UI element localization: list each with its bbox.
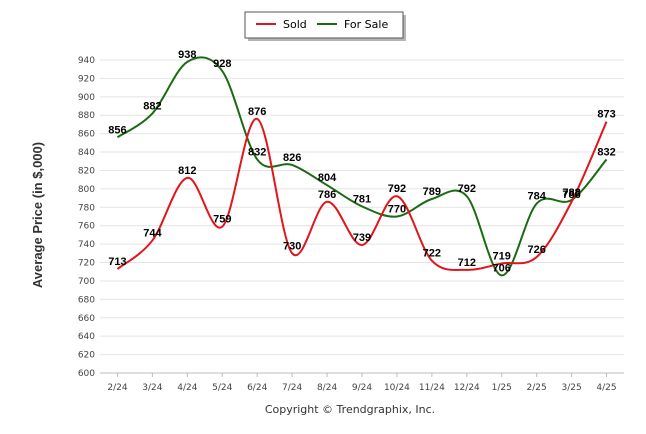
- data-label-for-sale: 826: [283, 152, 301, 164]
- x-tick-label: 1/25: [492, 383, 512, 393]
- data-label-sold: 792: [388, 183, 406, 195]
- data-label-sold: 786: [318, 189, 336, 201]
- data-label-sold: 812: [178, 165, 196, 177]
- x-tick-label: 9/24: [352, 383, 372, 393]
- y-axis-label: Average Price (in $,000): [30, 142, 45, 288]
- legend-label-sold: Sold: [283, 18, 307, 31]
- data-label-sold: 712: [458, 257, 476, 269]
- x-tick-label: 3/24: [142, 383, 162, 393]
- data-label-sold: 719: [493, 250, 511, 262]
- data-label-for-sale: 788: [562, 187, 580, 199]
- y-tick-label: 720: [78, 259, 95, 269]
- y-tick-label: 680: [78, 295, 95, 305]
- y-tick-label: 880: [78, 111, 95, 121]
- data-label-for-sale: 781: [353, 193, 371, 205]
- data-label-sold: 713: [108, 256, 126, 268]
- series-line-for-sale: [116, 56, 608, 277]
- data-label-for-sale: 882: [143, 100, 161, 112]
- data-label-for-sale: 804: [318, 172, 337, 184]
- data-label-sold: 739: [353, 232, 371, 244]
- data-label-for-sale: 928: [213, 58, 231, 70]
- x-tick-label: 4/25: [596, 383, 616, 393]
- data-label-for-sale: 832: [597, 146, 615, 158]
- y-tick-label: 640: [78, 332, 95, 342]
- copyright-text: Copyright © Trendgraphix, Inc.: [265, 403, 435, 416]
- data-label-for-sale: 770: [388, 204, 406, 216]
- data-label-for-sale: 792: [458, 183, 476, 195]
- x-tick-label: 5/24: [212, 383, 232, 393]
- data-labels: 713 744 812 759 876 730 786 739 792 722 712 719 726 7…: [108, 49, 615, 275]
- y-tick-label: 600: [78, 369, 95, 379]
- y-tick-label: 700: [78, 277, 95, 287]
- y-tick-label: 860: [78, 130, 95, 140]
- data-label-for-sale: 706: [493, 262, 511, 274]
- data-label-sold: 876: [248, 106, 266, 118]
- x-tick-label: 2/24: [107, 383, 127, 393]
- data-label-for-sale: 784: [527, 191, 546, 203]
- x-tick-label: 3/25: [561, 383, 581, 393]
- y-tick-label: 620: [78, 351, 95, 361]
- y-tick-label: 740: [78, 240, 95, 250]
- data-label-sold: 726: [527, 244, 545, 256]
- legend-label-for-sale: For Sale: [344, 18, 388, 31]
- x-tick-label: 4/24: [177, 383, 197, 393]
- data-label-sold: 759: [213, 214, 231, 226]
- series-lines: [116, 56, 608, 277]
- y-tick-label: 780: [78, 203, 95, 213]
- legend: Sold For Sale: [244, 11, 406, 41]
- data-label-for-sale: 856: [108, 124, 126, 136]
- y-axis-ticks: 600 620 640 660 680 700 720 740 760 780 800 820 840 8…: [78, 56, 95, 379]
- x-tick-label: 6/24: [247, 383, 267, 393]
- data-label-sold: 786: [562, 189, 580, 201]
- y-tick-label: 900: [78, 93, 95, 103]
- x-tick-label: 7/24: [282, 383, 302, 393]
- x-tick-label: 12/24: [454, 383, 480, 393]
- y-tick-label: 940: [78, 56, 95, 66]
- gridlines: [100, 59, 624, 356]
- x-axis-ticks: 2/24 3/24 4/24 5/24 6/24 7/24 8/24 9/24 10/24 11/…: [107, 373, 617, 393]
- y-tick-label: 660: [78, 314, 95, 324]
- x-tick-label: 11/24: [419, 383, 445, 393]
- series-line-sold: [116, 117, 608, 272]
- y-tick-label: 920: [78, 74, 95, 84]
- data-label-sold: 873: [597, 109, 615, 121]
- data-label-sold: 744: [143, 227, 162, 239]
- x-tick-label: 2/25: [527, 383, 547, 393]
- data-label-for-sale: 789: [423, 186, 441, 198]
- data-label-for-sale: 938: [178, 49, 196, 61]
- data-label-sold: 722: [423, 248, 441, 260]
- y-tick-label: 760: [78, 222, 95, 232]
- y-tick-label: 800: [78, 185, 95, 195]
- x-tick-label: 8/24: [317, 383, 337, 393]
- y-tick-label: 820: [78, 166, 95, 176]
- data-label-sold: 730: [283, 240, 301, 252]
- data-label-for-sale: 832: [248, 146, 266, 158]
- y-tick-label: 840: [78, 148, 95, 158]
- x-tick-label: 10/24: [384, 383, 410, 393]
